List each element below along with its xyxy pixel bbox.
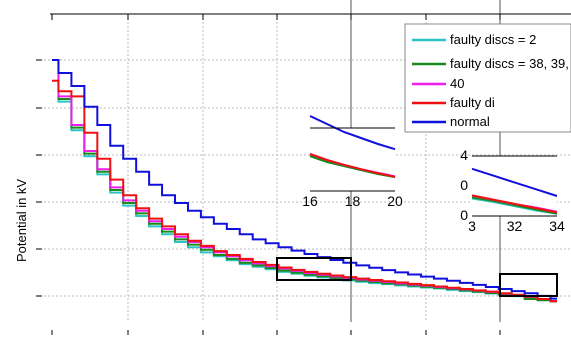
inset-x-tick-label-1: 18	[345, 193, 361, 209]
legend-label-3: faulty di	[450, 95, 495, 110]
inset-x-tick-label-2: 34	[549, 218, 565, 234]
inset-series-line-4	[471, 167, 558, 197]
inset-x-tick-label-1: 32	[507, 218, 523, 234]
inset-series-line-4	[309, 115, 396, 151]
legend-label-2: 40	[450, 76, 464, 91]
inset-series-line-3	[309, 153, 396, 178]
inset-1: 3 32 34 4 0 0	[460, 147, 565, 234]
zoom-boxes	[276, 257, 558, 297]
legend: faulty discs = 2 faulty discs = 38, 39, 40…	[404, 23, 571, 133]
inset-x-tick-label-2: 20	[387, 193, 403, 209]
inset-y-tick-label-1: 0	[460, 177, 468, 193]
y-axis-label: Potential in kV	[14, 179, 29, 262]
legend-label-1: faulty discs = 38, 39,	[450, 56, 569, 71]
inset-series-line-1	[471, 196, 558, 215]
axes	[36, 13, 571, 335]
legend-label-4: normal	[450, 114, 490, 129]
zoom-box-left	[276, 257, 352, 281]
series-line-3	[52, 79, 557, 303]
inset-x-tick-label-0: 16	[302, 193, 318, 209]
inset-series-line-3	[471, 194, 558, 214]
legend-box	[404, 23, 571, 133]
inset-0: 16 18 20	[302, 115, 403, 209]
series-line-4	[52, 59, 557, 300]
inset-x-tick-label-0: 3	[468, 218, 476, 234]
series-group	[52, 59, 557, 303]
inset-y-tick-label-2: 0	[460, 207, 468, 223]
legend-label-0: faulty discs = 2	[450, 32, 536, 47]
zoom-box-right	[499, 273, 558, 297]
insets: 16 18 20 3 32 34 4 0 0	[302, 115, 565, 234]
inset-y-tick-label-0: 4	[460, 147, 468, 163]
